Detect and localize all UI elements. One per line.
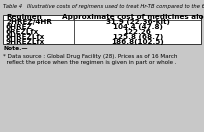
Text: Note.—: Note.— (3, 46, 28, 51)
Text: 6REZLfx: 6REZLfx (6, 29, 39, 35)
Text: * Data source : Global Drug Facility (28). Prices as of 16 March: * Data source : Global Drug Facility (28… (3, 54, 177, 59)
Text: Approximate cost of medicines alone: Approximate cost of medicines alone (62, 14, 204, 20)
Text: 9HREZLfx: 9HREZLfx (6, 39, 45, 45)
Text: 125.8 (68.7): 125.8 (68.7) (113, 34, 163, 40)
Text: 122.26: 122.26 (124, 29, 152, 35)
Text: 6HREZLfx: 6HREZLfx (6, 34, 45, 40)
Text: 2HREZ/4HR: 2HREZ/4HR (6, 19, 52, 25)
Text: 186.8(102.5): 186.8(102.5) (111, 39, 164, 45)
Text: 31.9 (22.36-kit): 31.9 (22.36-kit) (106, 19, 170, 25)
Text: 6HREZ: 6HREZ (6, 24, 33, 30)
Text: Table 4   Illustrative costs of regimens used to treat Hr-TB compared to the 6-m: Table 4 Illustrative costs of regimens u… (3, 4, 204, 9)
Text: reflect the price when the regimen is given in part or whole .: reflect the price when the regimen is gi… (3, 60, 176, 65)
Text: 104.4 (47.8): 104.4 (47.8) (113, 24, 163, 30)
Bar (3, 15, 201, 44)
Text: Regimen: Regimen (6, 14, 42, 20)
